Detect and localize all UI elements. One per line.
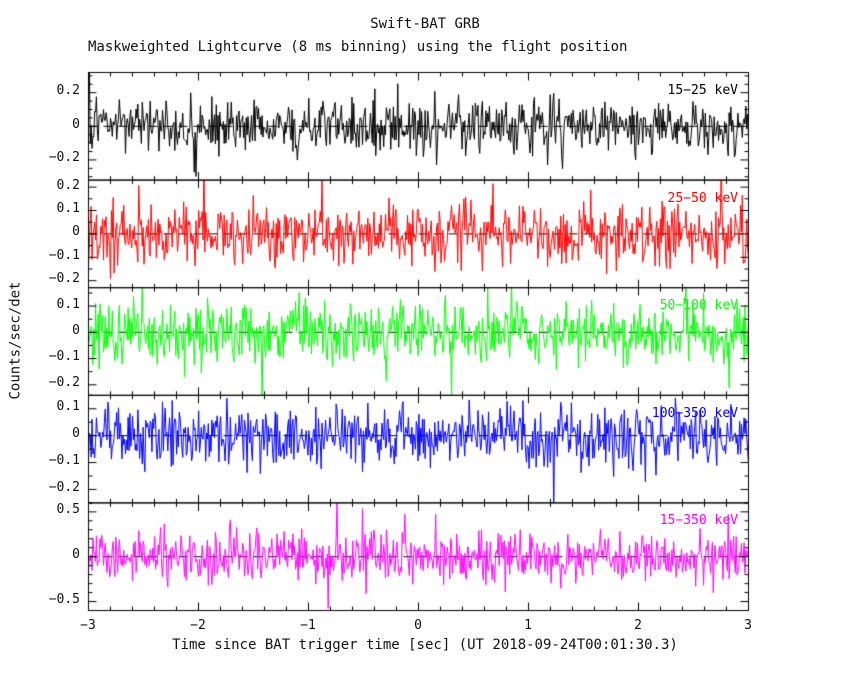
chart-subtitle: Maskweighted Lightcurve (8 ms binning) u… <box>88 39 628 55</box>
x-tick-label: 3 <box>744 618 752 633</box>
y-tick-label: 0.1 <box>56 296 80 312</box>
y-tick-label: −0.2 <box>48 150 80 166</box>
y-tick-label: −0.5 <box>48 592 80 608</box>
x-tick-label: 2 <box>634 618 642 633</box>
y-tick-label: 0 <box>72 224 80 240</box>
y-tick-label: 0.5 <box>56 502 80 518</box>
y-tick-label: −0.2 <box>48 375 80 391</box>
y-tick-label: −0.1 <box>48 453 80 469</box>
y-tick-label: 0.1 <box>56 201 80 216</box>
y-tick-label: −0.1 <box>48 247 80 263</box>
y-tick-label: 0 <box>72 322 80 338</box>
band-label: 15−350 keV <box>659 513 738 529</box>
y-tick-label: 0.2 <box>56 83 80 99</box>
y-tick-label: 0.1 <box>56 399 80 415</box>
y-tick-label: −0.2 <box>48 479 80 495</box>
y-tick-label: −0.2 <box>48 271 80 287</box>
x-tick-label: 0 <box>414 618 422 633</box>
x-tick-label: −1 <box>300 618 316 633</box>
y-tick-label: 0 <box>72 547 80 563</box>
band-label: 50−100 keV <box>659 298 738 314</box>
band-label: 15−25 keV <box>667 83 738 98</box>
y-tick-label: −0.1 <box>48 349 80 365</box>
x-axis-label: Time since BAT trigger time [sec] (UT 20… <box>172 637 678 653</box>
band-label: 25−50 keV <box>667 190 738 206</box>
y-tick-label: 0.2 <box>56 177 80 193</box>
y-tick-label: 0 <box>72 426 80 442</box>
x-tick-label: −3 <box>80 618 96 633</box>
x-tick-label: −2 <box>190 618 206 633</box>
band-label: 100−350 keV <box>651 405 738 421</box>
chart-title: Swift-BAT GRB <box>370 16 480 32</box>
y-tick-label: 0 <box>72 116 80 132</box>
x-tick-label: 1 <box>524 618 532 633</box>
